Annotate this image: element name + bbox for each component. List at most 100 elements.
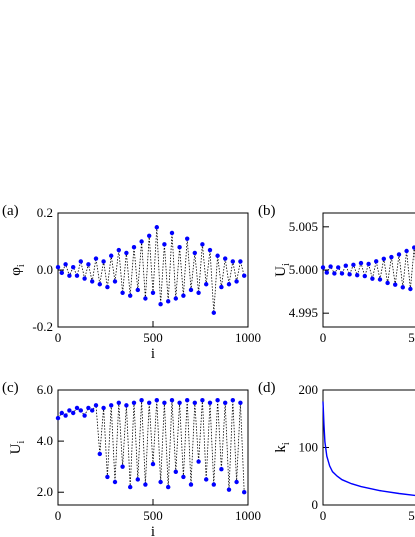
data-point: [188, 287, 194, 293]
data-point: [339, 271, 345, 276]
data-point: [97, 451, 103, 457]
data-point: [185, 398, 190, 403]
y-axis-label-base: U: [273, 266, 289, 277]
data-point: [147, 400, 152, 405]
data-point: [67, 408, 72, 413]
data-point: [150, 461, 156, 467]
data-point: [320, 265, 326, 270]
data-point: [120, 290, 125, 295]
panel-label: (b): [258, 203, 276, 219]
data-point: [105, 474, 110, 480]
y-axis-label-base: k: [273, 445, 289, 453]
data-point: [200, 398, 205, 403]
data-point: [116, 400, 122, 405]
data-point: [63, 262, 68, 267]
x-tick-label: 0: [55, 330, 62, 345]
data-point: [351, 262, 356, 268]
data-point: [242, 490, 247, 495]
data-point: [234, 279, 239, 284]
panel-label: (d): [258, 380, 276, 396]
data-point: [355, 272, 360, 278]
data-point: [385, 280, 390, 286]
data-point: [215, 398, 220, 403]
y-tick-label: 4.0: [37, 433, 53, 448]
data-point: [109, 253, 114, 258]
y-tick-label: -0.2: [32, 319, 53, 334]
data-point: [90, 279, 95, 284]
data-point: [71, 410, 76, 416]
y-axis-label-base: φ: [8, 267, 24, 276]
data-point: [370, 276, 375, 281]
data-point: [105, 284, 110, 290]
x-tick-label: 500: [408, 508, 415, 523]
panel-label: (a): [2, 203, 19, 219]
data-point: [112, 479, 118, 485]
data-point: [226, 282, 232, 287]
data-point: [389, 254, 394, 260]
data-line: [322, 401, 415, 497]
y-tick-label: 0.2: [37, 205, 53, 220]
data-point: [366, 261, 371, 267]
data-point: [404, 248, 409, 254]
data-point: [347, 272, 352, 277]
x-axis-label: i: [151, 524, 155, 537]
data-point: [223, 256, 228, 261]
data-point: [230, 398, 235, 403]
data-point: [166, 299, 171, 304]
x-tick-label: 0: [320, 508, 327, 523]
data-point: [207, 400, 213, 405]
data-point: [196, 459, 201, 464]
data-point: [230, 259, 235, 264]
data-point: [219, 467, 224, 472]
data-point: [124, 403, 129, 408]
data-point: [408, 286, 413, 292]
x-tick-label: 500: [408, 330, 415, 345]
data-point: [219, 284, 224, 290]
data-point: [55, 415, 61, 421]
y-tick-label: 6.0: [37, 382, 53, 397]
data-point: [158, 479, 163, 485]
data-point: [223, 400, 228, 405]
data-point: [128, 293, 133, 298]
data-point: [192, 400, 197, 405]
data-point: [139, 398, 144, 403]
data-point: [188, 482, 194, 487]
data-point: [162, 242, 167, 247]
data-point: [101, 259, 106, 264]
data-point: [185, 236, 190, 241]
data-point: [90, 408, 95, 413]
data-point: [131, 245, 137, 250]
y-tick-label: 0: [312, 497, 319, 512]
data-point: [109, 403, 114, 408]
x-axis-label: i: [151, 346, 155, 362]
data-point: [238, 259, 243, 264]
data-point: [86, 405, 91, 411]
y-axis-label-sub: i: [281, 442, 292, 445]
x-tick-label: 0: [320, 330, 327, 345]
data-point: [162, 400, 167, 405]
data-point: [181, 474, 186, 480]
data-point: [173, 469, 178, 474]
data-point: [412, 245, 415, 250]
data-point: [158, 302, 163, 307]
data-point: [204, 282, 209, 287]
data-point: [131, 400, 137, 405]
y-tick-label: 4.995: [289, 305, 318, 320]
data-point: [147, 233, 152, 238]
data-point: [393, 282, 398, 287]
data-point: [97, 282, 103, 287]
data-point: [116, 247, 122, 253]
data-point: [139, 239, 144, 244]
data-point: [74, 273, 80, 278]
data-point: [362, 273, 367, 279]
data-point: [59, 410, 64, 416]
axes-frame: [322, 212, 415, 328]
y-axis-label: ki: [273, 442, 292, 453]
data-point: [336, 265, 341, 270]
y-tick-label: 100: [299, 440, 319, 455]
data-point: [143, 296, 148, 301]
data-point: [154, 225, 159, 230]
x-tick-label: 500: [143, 330, 163, 345]
data-point: [328, 264, 333, 269]
